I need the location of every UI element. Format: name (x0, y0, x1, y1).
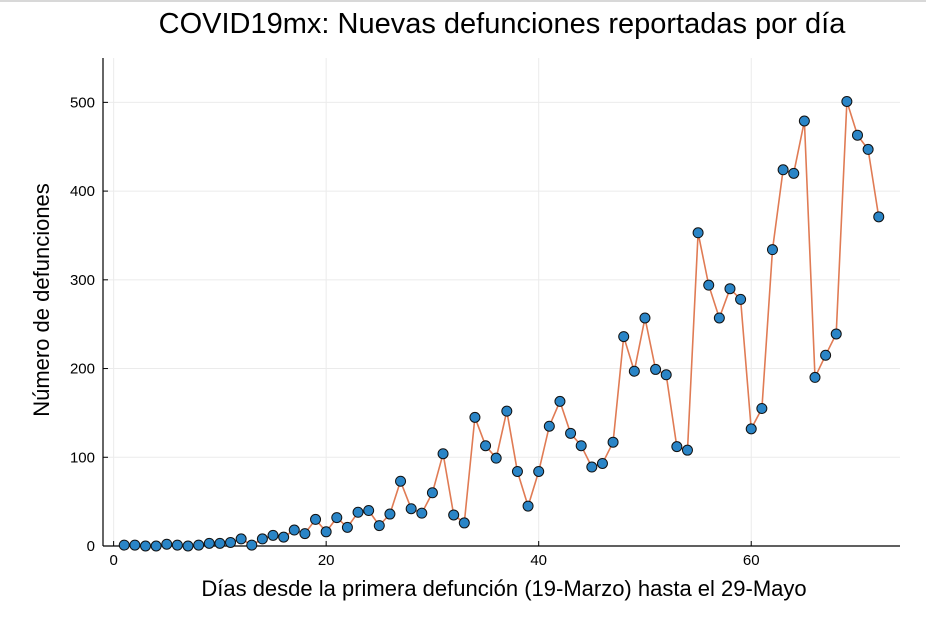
data-point (533, 465, 545, 477)
x-tick-label: 40 (530, 552, 547, 569)
data-point (395, 475, 407, 487)
data-point (331, 512, 343, 524)
data-point (256, 533, 268, 545)
x-tick-label: 0 (109, 552, 117, 569)
data-point (193, 539, 205, 551)
data-point (841, 95, 853, 107)
data-point (384, 508, 396, 520)
series-line (124, 101, 880, 547)
chart-title: COVID19mx: Nuevas defunciones reportadas… (158, 8, 846, 40)
data-point (278, 531, 290, 543)
data-point (809, 371, 821, 383)
data-point (511, 465, 523, 477)
data-point (628, 365, 640, 377)
data-point (299, 528, 311, 540)
data-point (766, 244, 778, 256)
y-tick-label: 500 (70, 94, 95, 111)
data-point (363, 505, 375, 517)
data-point (713, 312, 725, 324)
data-point (448, 509, 460, 521)
data-point (129, 539, 141, 551)
data-point (373, 520, 385, 532)
data-point (140, 540, 152, 552)
data-point (724, 283, 736, 295)
data-point (235, 533, 247, 545)
data-point (150, 540, 162, 552)
y-tick-label: 0 (87, 538, 95, 555)
y-tick-label: 100 (70, 449, 95, 466)
data-point (288, 524, 300, 536)
data-point (735, 293, 747, 305)
data-point (830, 328, 842, 340)
data-point (203, 537, 215, 549)
data-point (171, 539, 183, 551)
data-point (618, 331, 630, 343)
y-axis-title: Número de defunciones (29, 183, 54, 417)
data-point (161, 538, 173, 550)
data-point (437, 448, 449, 460)
data-point (246, 539, 258, 551)
data-point (607, 436, 619, 448)
data-point (490, 452, 502, 464)
data-point (681, 444, 693, 456)
data-point (788, 167, 800, 179)
y-tick-label: 200 (70, 361, 95, 378)
data-point (777, 164, 789, 176)
data-point (182, 540, 194, 552)
data-point (756, 402, 768, 414)
data-point (851, 129, 863, 141)
data-point (639, 312, 651, 324)
x-tick-label: 60 (743, 552, 760, 569)
data-point (586, 461, 598, 473)
data-point (118, 539, 130, 551)
data-point (862, 143, 874, 155)
data-point (480, 440, 492, 452)
y-tick-label: 300 (70, 272, 95, 289)
x-tick-label: 20 (318, 552, 335, 569)
data-point (214, 537, 226, 549)
data-point (543, 420, 555, 432)
data-point (650, 363, 662, 375)
data-point (565, 427, 577, 439)
data-point (458, 517, 470, 529)
data-point (352, 506, 364, 518)
data-point (225, 536, 237, 548)
data-point (320, 526, 332, 538)
data-point (341, 521, 353, 533)
data-point (873, 211, 885, 223)
data-point (405, 503, 417, 515)
data-point (703, 279, 715, 291)
y-tick-label: 400 (70, 183, 95, 200)
data-point (596, 457, 608, 469)
data-point (522, 500, 534, 512)
data-point (310, 513, 322, 525)
data-point (820, 349, 832, 361)
data-point (798, 115, 810, 127)
data-point (692, 227, 704, 239)
data-point (267, 529, 279, 541)
top-divider (0, 0, 926, 2)
data-point (745, 423, 757, 435)
data-point (416, 507, 428, 519)
data-point (469, 411, 481, 423)
data-point (554, 395, 566, 407)
data-point (660, 369, 672, 381)
x-axis-title: Días desde la primera defunción (19-Marz… (201, 576, 807, 601)
data-point (501, 405, 513, 417)
data-point (575, 440, 587, 452)
data-point (426, 487, 438, 499)
data-point (671, 441, 683, 453)
